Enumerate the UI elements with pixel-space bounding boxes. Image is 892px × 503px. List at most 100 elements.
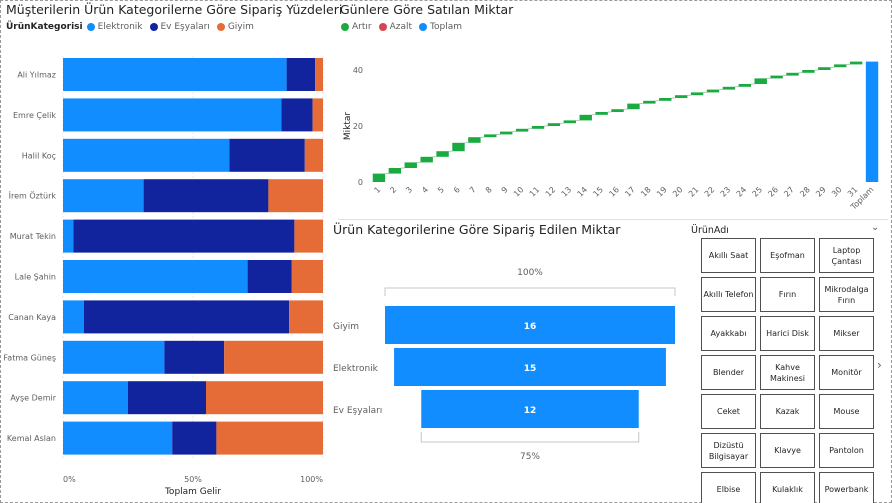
bar-segment <box>291 260 323 293</box>
bar-segment <box>286 58 316 91</box>
legend-title: ÜrünKategorisi <box>6 22 83 32</box>
bar-segment <box>63 340 165 374</box>
slicer-item[interactable]: Akıllı Saat <box>701 238 756 273</box>
funnel-value-label: 16 <box>524 322 537 332</box>
funnel-top-percent: 100% <box>517 268 543 278</box>
slicer-item[interactable]: Mikser <box>819 316 874 351</box>
funnel-bar <box>385 306 675 344</box>
y-axis-title: Miktar <box>343 112 353 141</box>
waterfall-bar <box>818 67 831 70</box>
legend-dot-icon <box>378 23 387 31</box>
legend-item-toplam[interactable]: Toplam <box>419 22 462 32</box>
y-tick-label: Fatma Güneş <box>3 353 56 362</box>
bar-segment <box>164 340 225 374</box>
legend-dot-icon <box>341 23 349 31</box>
waterfall-bar <box>515 128 529 132</box>
legend-item-ev-esyalari[interactable]: Ev Eşyaları <box>149 22 210 32</box>
slicer-item[interactable]: Akıllı Telefon <box>701 277 756 312</box>
slicer-item[interactable]: Ceket <box>701 394 756 429</box>
funnel-category-label: Ev Eşyaları <box>333 406 382 416</box>
chevron-right-icon[interactable]: › <box>877 358 882 372</box>
funnel-bottom-bracket <box>420 432 640 443</box>
waterfall-bar <box>579 114 592 121</box>
slicer-item[interactable]: Kahve Makinesi <box>760 355 815 390</box>
slicer-item[interactable]: Kulaklık <box>760 472 815 503</box>
slicer-item[interactable]: Ayakkabı <box>701 316 756 351</box>
slicer-item[interactable]: Mikrodalga Fırın <box>819 277 874 312</box>
waterfall-bar <box>595 112 608 115</box>
waterfall-bar <box>754 78 767 84</box>
waterfall-bar <box>468 137 481 143</box>
y-tick-label: Murat Tekin <box>10 232 56 241</box>
x-tick-label: 2 <box>388 185 398 195</box>
funnel-bottom-percent: 75% <box>520 452 540 462</box>
slicer-item[interactable]: Blender <box>701 355 756 390</box>
waterfall-visual[interactable]: Günlere Göre Satılan Miktar Artır Azalt … <box>338 2 886 218</box>
legend-dot-icon <box>86 23 95 31</box>
slicer-item[interactable]: Elbise <box>701 472 756 503</box>
funnel-value-label: 15 <box>524 364 537 374</box>
slicer-item[interactable]: Klavye <box>760 433 815 468</box>
x-tick-label: 100% <box>300 475 323 484</box>
waterfall-bar <box>802 70 815 73</box>
waterfall-bar <box>499 131 513 135</box>
slicer-item[interactable]: Dizüstü Bilgisayar <box>701 433 756 468</box>
slicer-item[interactable]: Fırın <box>760 277 815 312</box>
bar-segment <box>73 219 295 253</box>
slicer-item[interactable]: Kazak <box>760 394 815 429</box>
waterfall-bar <box>627 103 640 110</box>
slicer-item[interactable]: Powerbank <box>819 472 874 503</box>
waterfall-bar <box>611 109 624 112</box>
y-tick-label: Halil Koç <box>22 151 56 160</box>
legend-item-giyim[interactable]: Giyim <box>216 22 254 32</box>
slicer-item[interactable]: Eşofman <box>760 238 815 273</box>
bar-segment <box>63 421 173 455</box>
y-tick-label: 20 <box>353 122 363 131</box>
chevron-down-icon[interactable]: ⌄ <box>871 222 880 233</box>
bar-segment <box>63 179 144 213</box>
bar-segment <box>268 179 323 213</box>
x-tick-label: 1 <box>372 185 382 195</box>
slicer-item[interactable]: Mouse <box>819 394 874 429</box>
stacked-bar-visual[interactable]: Müşterilerin Ürün Kategorilerne Göre Sip… <box>4 2 342 496</box>
bar-segment <box>229 138 305 172</box>
waterfall-bar <box>674 95 688 98</box>
legend-item-azalt[interactable]: Azalt <box>378 22 412 32</box>
slicer-item[interactable]: Laptop Çantası <box>819 238 874 273</box>
waterfall-legend: Artır Azalt Toplam <box>341 22 469 32</box>
waterfall-bar <box>659 98 672 101</box>
y-tick-label: Lale Şahin <box>15 273 56 282</box>
slicer-item[interactable]: Harici Disk <box>760 316 815 351</box>
waterfall-bar <box>738 84 752 87</box>
waterfall-bar <box>531 126 545 129</box>
x-tick-label: 0% <box>63 475 76 484</box>
slicer-item[interactable]: Pantolon <box>819 433 874 468</box>
horizontal-divider <box>338 219 888 220</box>
x-tick-label: 3 <box>404 185 414 195</box>
waterfall-bar <box>834 64 847 68</box>
bar-segment <box>63 138 230 172</box>
y-tick-label: Ali Yılmaz <box>17 71 56 80</box>
waterfall-bar <box>484 134 497 138</box>
y-tick-label: Emre Çelik <box>13 111 56 120</box>
legend-item-elektronik[interactable]: Elektronik <box>86 22 143 32</box>
waterfall-bar <box>690 92 704 96</box>
waterfall-total-bar <box>865 61 879 182</box>
bar-segment <box>281 98 313 132</box>
legend-item-artir[interactable]: Artır <box>341 22 372 32</box>
funnel-top-bracket <box>384 287 676 296</box>
bar-segment <box>63 300 84 334</box>
bar-segment <box>63 58 287 91</box>
bar-segment <box>172 421 217 455</box>
bar-segment <box>128 381 206 415</box>
y-tick-label: 40 <box>353 66 363 75</box>
slicer-item[interactable]: Monitör <box>819 355 874 390</box>
bar-segment <box>224 340 323 374</box>
bar-segment <box>143 179 269 213</box>
bar-segment <box>63 98 282 132</box>
funnel-visual[interactable]: Ürün Kategorilerine Göre Sipariş Edilen … <box>330 222 685 496</box>
stacked-bar-title: Müşterilerin Ürün Kategorilerne Göre Sip… <box>6 2 343 17</box>
funnel-value-label: 12 <box>524 406 537 416</box>
waterfall-bar <box>563 120 577 124</box>
